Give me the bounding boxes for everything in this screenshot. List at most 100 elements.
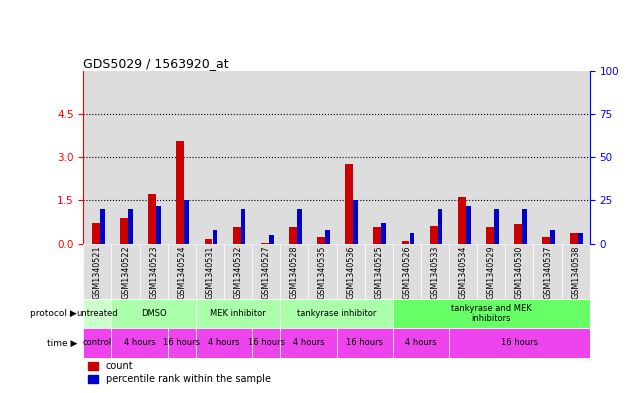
Bar: [83, 328, 112, 358]
Bar: [176, 141, 185, 244]
Bar: [449, 244, 477, 299]
Text: 4 hours: 4 hours: [124, 338, 155, 347]
Bar: [438, 209, 442, 244]
Bar: [269, 235, 274, 244]
Bar: [325, 230, 330, 244]
Bar: [505, 244, 533, 299]
Bar: [224, 244, 252, 299]
Bar: [148, 194, 156, 244]
Text: 16 hours: 16 hours: [501, 338, 538, 347]
Bar: [365, 244, 393, 299]
Text: GSM1340538: GSM1340538: [571, 245, 580, 299]
Bar: [317, 237, 325, 244]
Text: tankyrase and MEK
inhibitors: tankyrase and MEK inhibitors: [451, 304, 531, 323]
Bar: [393, 328, 449, 358]
Bar: [280, 299, 393, 328]
Bar: [494, 209, 499, 244]
Bar: [289, 227, 297, 244]
Text: GSM1340526: GSM1340526: [403, 245, 412, 299]
Bar: [381, 223, 386, 244]
Text: GSM1340536: GSM1340536: [346, 245, 355, 299]
Bar: [168, 328, 196, 358]
Text: GSM1340525: GSM1340525: [374, 245, 383, 299]
Text: GSM1340523: GSM1340523: [149, 245, 158, 299]
Bar: [140, 71, 168, 244]
Bar: [337, 71, 365, 244]
Text: GSM1340529: GSM1340529: [487, 245, 495, 299]
Bar: [185, 200, 189, 244]
Text: GSM1340530: GSM1340530: [515, 245, 524, 299]
Bar: [353, 200, 358, 244]
Bar: [241, 209, 246, 244]
Bar: [100, 209, 105, 244]
Text: 4 hours: 4 hours: [208, 338, 240, 347]
Bar: [486, 227, 494, 244]
Bar: [233, 227, 240, 244]
Bar: [337, 244, 365, 299]
Bar: [466, 206, 470, 244]
Bar: [542, 237, 550, 244]
Text: 4 hours: 4 hours: [405, 338, 437, 347]
Bar: [128, 209, 133, 244]
Bar: [112, 244, 140, 299]
Bar: [224, 71, 252, 244]
Bar: [213, 230, 217, 244]
Bar: [562, 244, 590, 299]
Bar: [373, 227, 381, 244]
Bar: [83, 244, 112, 299]
Bar: [578, 233, 583, 244]
Bar: [83, 71, 112, 244]
Text: GDS5029 / 1563920_at: GDS5029 / 1563920_at: [83, 57, 229, 70]
Bar: [280, 328, 337, 358]
Bar: [449, 71, 477, 244]
Bar: [533, 71, 562, 244]
Bar: [297, 209, 302, 244]
Bar: [393, 71, 421, 244]
Bar: [261, 243, 269, 244]
Bar: [112, 328, 168, 358]
Bar: [421, 244, 449, 299]
Bar: [140, 244, 168, 299]
Text: time ▶: time ▶: [47, 338, 77, 347]
Bar: [365, 71, 393, 244]
Text: GSM1340527: GSM1340527: [262, 245, 271, 299]
Bar: [196, 299, 280, 328]
Text: untreated: untreated: [76, 309, 118, 318]
Bar: [522, 209, 527, 244]
Bar: [393, 244, 421, 299]
Bar: [156, 206, 161, 244]
Text: GSM1340531: GSM1340531: [205, 245, 215, 299]
Bar: [477, 244, 505, 299]
Bar: [505, 71, 533, 244]
Text: GSM1340528: GSM1340528: [290, 245, 299, 299]
Bar: [570, 233, 578, 244]
Bar: [120, 218, 128, 244]
Bar: [345, 164, 353, 244]
Text: GSM1340534: GSM1340534: [458, 245, 468, 299]
Bar: [280, 244, 308, 299]
Bar: [112, 299, 196, 328]
Text: DMSO: DMSO: [141, 309, 167, 318]
Bar: [308, 244, 337, 299]
Text: GSM1340537: GSM1340537: [543, 245, 552, 299]
Bar: [337, 328, 393, 358]
Text: protocol ▶: protocol ▶: [30, 309, 77, 318]
Text: 16 hours: 16 hours: [346, 338, 383, 347]
Bar: [421, 71, 449, 244]
Bar: [204, 239, 212, 244]
Text: GSM1340533: GSM1340533: [431, 245, 440, 299]
Bar: [252, 328, 280, 358]
Text: 4 hours: 4 hours: [292, 338, 324, 347]
Bar: [514, 224, 522, 244]
Bar: [429, 226, 438, 244]
Text: GSM1340535: GSM1340535: [318, 245, 327, 299]
Bar: [477, 71, 505, 244]
Text: tankyrase inhibitor: tankyrase inhibitor: [297, 309, 376, 318]
Bar: [252, 71, 280, 244]
Bar: [252, 244, 280, 299]
Bar: [112, 71, 140, 244]
Bar: [168, 244, 196, 299]
Text: GSM1340521: GSM1340521: [93, 245, 102, 299]
Bar: [562, 71, 590, 244]
Text: 16 hours: 16 hours: [163, 338, 200, 347]
